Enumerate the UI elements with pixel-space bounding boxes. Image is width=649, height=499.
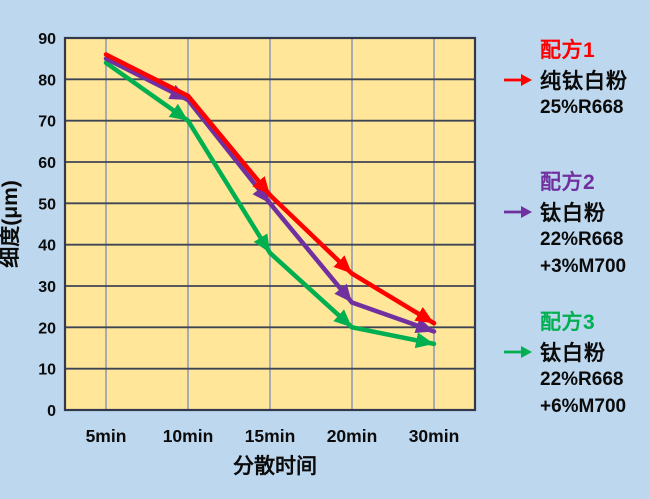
- series-line-1: [103, 52, 437, 326]
- y-tick-label: 30: [38, 279, 56, 296]
- plot-border: [63, 36, 477, 412]
- legend-group-formula2: 配方2 钛白粉 22%R668 +3%M700: [503, 170, 649, 281]
- y-tick-label: 80: [38, 72, 56, 89]
- y-tick-label: 70: [38, 114, 56, 131]
- x-tick-label: 15min: [245, 426, 296, 446]
- series-line-3: [103, 60, 437, 349]
- legend-detail: 22%R668: [540, 229, 624, 251]
- legend-detail: 25%R668: [540, 97, 624, 119]
- y-tick-label: 20: [38, 320, 56, 337]
- x-tick-label: 30min: [409, 426, 460, 446]
- legend-series-name: 钛白粉: [540, 202, 606, 226]
- y-axis-title: 细度(μm): [0, 180, 22, 268]
- x-tick-label: 20min: [327, 426, 378, 446]
- right-arrow-icon: [504, 346, 532, 359]
- y-tick-label: 90: [38, 31, 56, 48]
- y-tick-label: 10: [38, 362, 56, 379]
- right-arrow-icon: [504, 206, 532, 219]
- y-tick-label: 0: [47, 403, 56, 420]
- legend-group-formula1: 配方1 纯钛白粉 25%R668: [503, 38, 649, 122]
- x-tick-label: 5min: [86, 426, 127, 446]
- legend-title-formula1: 配方1: [540, 39, 596, 62]
- y-tick-label: 60: [38, 155, 56, 172]
- legend-group-formula3: 配方3 钛白粉 22%R668 +6%M700: [503, 310, 649, 421]
- legend-series-name: 钛白粉: [540, 342, 606, 366]
- x-tick-label: 10min: [163, 426, 214, 446]
- legend-detail: 22%R668: [540, 369, 624, 391]
- legend-title-formula3: 配方3: [540, 311, 596, 334]
- legend-title-formula2: 配方2: [540, 171, 596, 194]
- legend-detail: +3%M700: [540, 256, 627, 278]
- x-axis-title: 分散时间: [233, 454, 317, 478]
- legend-series-name: 纯钛白粉: [540, 70, 628, 94]
- legend-detail: +6%M700: [540, 396, 627, 418]
- y-tick-label: 50: [38, 196, 56, 213]
- y-tick-label: 40: [38, 238, 56, 255]
- right-arrow-icon: [504, 74, 532, 87]
